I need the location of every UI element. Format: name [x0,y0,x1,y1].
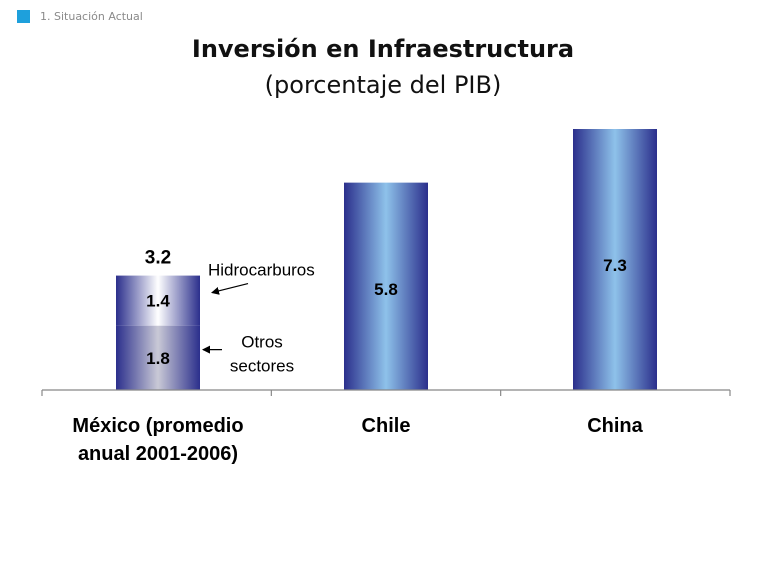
bar-segment-hidrocarburos [116,275,200,326]
category-label: México (promedio [72,415,243,437]
annotation-otros-line2: sectores [230,357,294,376]
annotation-hidrocarburos: Hidrocarburos [208,261,315,280]
segment-value-label: 1.8 [146,349,170,368]
bar-china [573,129,657,390]
bar-value-label: 5.8 [374,280,398,299]
category-label: anual 2001-2006) [78,443,238,465]
category-label: Chile [362,415,411,437]
category-label: China [587,415,643,437]
section-square-icon [17,9,30,23]
bar-value-label: 7.3 [603,256,627,275]
section-label: 1. Situación Actual [40,9,143,23]
chart-title-block: Inversión en Infraestructura (porcentaje… [0,32,766,104]
bar-segment-otros-sectores [116,325,200,390]
section-tag: 1. Situación Actual [17,9,143,23]
chart-title: Inversión en Infraestructura [191,35,575,63]
annotation-otros-line1: Otros [241,333,283,352]
segment-value-label: 1.4 [146,292,170,311]
annotation-arrow-hidrocarburos [211,283,249,295]
bar-chile [344,182,428,390]
bar-total-label: 3.2 [145,248,171,269]
chart-subtitle: (porcentaje del PIB) [264,71,502,99]
